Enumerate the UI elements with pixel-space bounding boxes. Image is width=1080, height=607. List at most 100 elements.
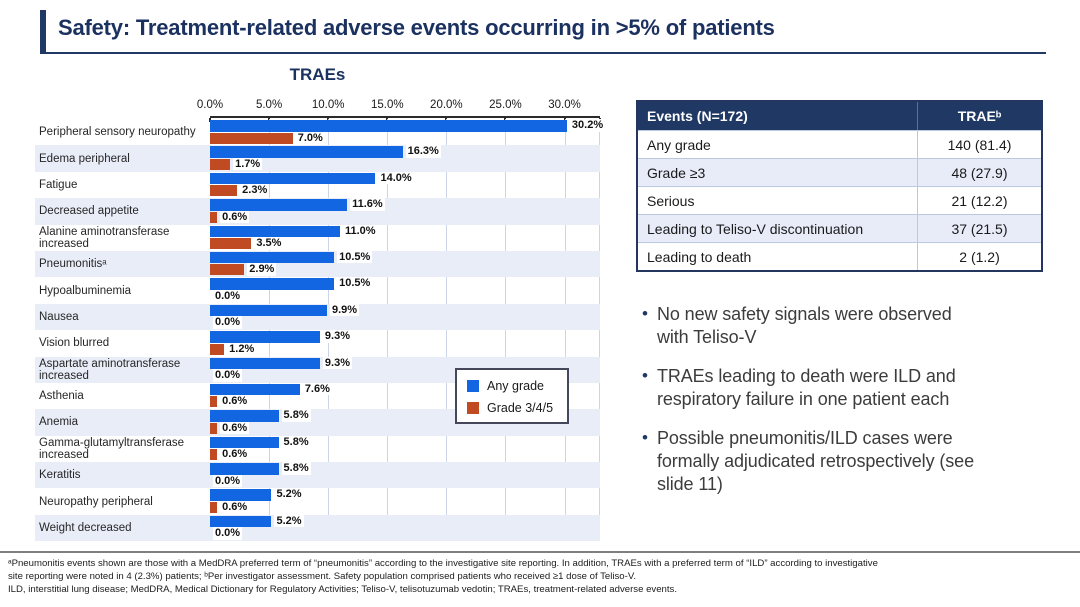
table-cell-value: 48 (27.9) <box>917 159 1041 186</box>
bar-group: 5.8% 0.6% <box>210 409 600 435</box>
bar-value-grade-345: 0.0% <box>213 369 243 382</box>
bar-value-grade-345: 0.6% <box>220 448 250 461</box>
table-cell-value: 37 (21.5) <box>917 215 1041 242</box>
chart-row: Vision blurred 9.3% 1.2% <box>35 330 600 356</box>
chart-row: Asthenia 7.6% 0.6% <box>35 382 600 409</box>
bar-any-grade <box>210 225 340 238</box>
bar-grade-345 <box>210 238 252 250</box>
bar-group: 30.2% 7.0% <box>210 119 606 145</box>
bar-value-any-grade: 5.8% <box>281 435 311 449</box>
bar-any-grade <box>210 515 272 528</box>
gridline <box>564 119 566 542</box>
x-axis-tick-label: 20.0% <box>430 99 463 111</box>
page-title: Safety: Treatment-related adverse events… <box>58 15 775 40</box>
table-row: Serious 21 (12.2) <box>638 186 1041 214</box>
bar-any-grade <box>210 463 279 475</box>
gridline <box>387 119 389 542</box>
chart-row: Nausea 9.9% 0.0% <box>35 303 600 331</box>
gridline <box>505 119 507 542</box>
category-label: Nausea <box>39 310 79 323</box>
bullet-dot: • <box>642 365 648 385</box>
category-label: Peripheral sensory neuropathy <box>39 126 196 139</box>
events-table: Events (N=172) TRAEᵇ Any grade 140 (81.4) Gr… <box>636 100 1043 272</box>
bar-value-any-grade: 11.0% <box>343 224 378 238</box>
bar-group: 9.3% 1.2% <box>210 330 600 356</box>
bar-any-grade <box>210 357 320 370</box>
x-axis-tick-label: 15.0% <box>370 99 404 111</box>
legend-label: Any grade <box>487 379 544 393</box>
bullet-item: • TRAEs leading to death were ILD and res… <box>642 365 1042 412</box>
footnote-line: site reporting were noted in 4 (2.3%) pa… <box>8 571 637 583</box>
table-cell-event: Leading to death <box>647 248 752 265</box>
table-cell-value: 21 (12.2) <box>917 187 1041 214</box>
category-label: Aspartate aminotransferase increased <box>39 357 181 382</box>
bullet-text: No new safety signals were observed with… <box>656 304 952 348</box>
bar-group: 14.0% 2.3% <box>210 171 600 198</box>
bullet-text: TRAEs leading to death were ILD and resp… <box>656 365 956 410</box>
chart-title: TRAEs <box>289 65 346 84</box>
bar-value-grade-345: 7.0% <box>295 131 325 144</box>
x-axis-line <box>209 116 601 122</box>
category-label: Vision blurred <box>39 337 110 350</box>
table-row: Leading to Teliso-V discontinuation 37 (2… <box>638 214 1041 242</box>
table-cell-event: Grade ≥3 <box>647 164 706 181</box>
table-cell-value: 2 (1.2) <box>917 243 1041 270</box>
table-row: Grade ≥3 48 (27.9) <box>638 158 1041 186</box>
bar-grade-345 <box>210 185 238 197</box>
legend-item: Any grade <box>467 379 557 393</box>
legend-swatch-icon <box>467 402 479 414</box>
bar-group: 16.3% 1.7% <box>210 145 600 171</box>
table-row: Any grade 140 (81.4) <box>638 130 1041 158</box>
chart-row: Weight decreased 5.2% 0.0% <box>35 514 600 542</box>
bar-group: 10.5% 0.0% <box>210 277 600 303</box>
chart-plot-area: Peripheral sensory neuropathy 30.2% 7.0% Ed… <box>35 119 606 542</box>
bar-any-grade <box>210 146 403 158</box>
chart-row: Decreased appetite 11.6% 0.6% <box>35 198 600 225</box>
bar-value-any-grade: 9.3% <box>322 356 352 370</box>
x-axis-tick-label: 0.0% <box>196 99 224 111</box>
bar-any-grade <box>210 489 272 501</box>
chart-row: Alanine aminotransferase increased 11.0% 3… <box>35 224 600 251</box>
category-label: Fatigue <box>39 178 78 191</box>
footnote-line: ILD, interstitial lung disease; MedDRA, … <box>8 584 678 596</box>
table-header-events: Events (N=172) <box>647 108 748 124</box>
bar-any-grade <box>210 172 376 185</box>
legend-swatch-icon <box>467 380 479 392</box>
chart-row: Keratitis 5.8% 0.0% <box>35 462 600 489</box>
x-axis-tick-labels: 0.0% 5.0% 10.0% 15.0% 20.0% 25.0% 30.0% <box>35 99 620 115</box>
category-label: Pneumonitisᵃ <box>39 258 107 271</box>
footnote-divider <box>0 551 1080 553</box>
bar-value-grade-345: 0.0% <box>213 316 243 329</box>
bar-grade-345 <box>210 396 218 408</box>
bar-grade-345 <box>210 449 218 461</box>
bar-group: 11.6% 0.6% <box>210 198 600 224</box>
gridline <box>269 119 271 542</box>
bar-value-any-grade: 5.2% <box>274 488 304 501</box>
bar-value-grade-345: 0.0% <box>213 527 243 540</box>
bar-value-grade-345: 1.7% <box>233 157 263 171</box>
bar-value-grade-345: 2.3% <box>240 184 270 197</box>
bar-any-grade <box>210 278 335 290</box>
chart-row: Peripheral sensory neuropathy 30.2% 7.0% <box>35 119 606 145</box>
table-header-row: Events (N=172) TRAEᵇ <box>638 102 1041 130</box>
category-label: Gamma-glutamyltransferase increased <box>39 436 185 461</box>
x-axis-tick-label: 30.0% <box>548 99 581 111</box>
bar-value-any-grade: 5.8% <box>281 462 311 475</box>
bar-group: 9.9% 0.0% <box>210 303 600 330</box>
category-label: Neuropathy peripheral <box>39 495 153 508</box>
legend-label: Grade 3/4/5 <box>487 401 554 415</box>
bar-value-grade-345: 0.0% <box>213 289 243 303</box>
bar-value-grade-345: 2.9% <box>247 263 277 276</box>
bar-value-any-grade: 9.3% <box>322 330 352 343</box>
bar-grade-345 <box>210 211 218 223</box>
bar-value-any-grade: 16.3% <box>405 145 441 158</box>
bar-value-grade-345: 0.6% <box>220 500 250 514</box>
bar-any-grade <box>210 251 335 264</box>
title-accent-bar <box>40 10 46 52</box>
bar-grade-345 <box>210 158 231 170</box>
table-cell-value: 140 (81.4) <box>917 131 1041 158</box>
category-label: Anemia <box>39 416 78 429</box>
chart-row: Hypoalbuminemia 10.5% 0.0% <box>35 277 600 303</box>
bullet-dot: • <box>642 304 648 323</box>
